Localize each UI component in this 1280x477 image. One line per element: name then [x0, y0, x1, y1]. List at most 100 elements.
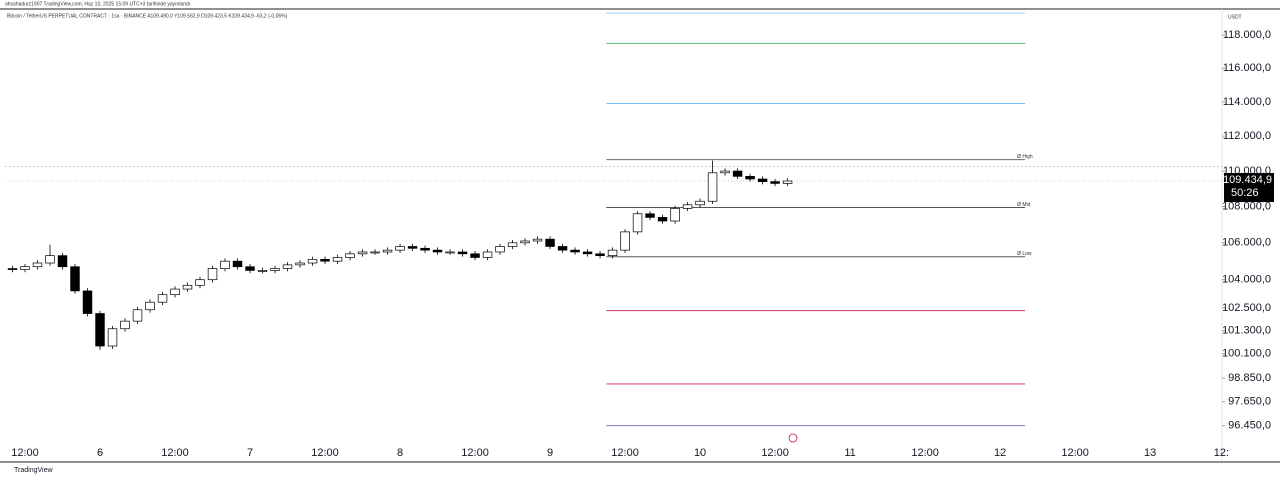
y-tick-label: 106.000,0 [1222, 237, 1271, 249]
candle-body [320, 258, 330, 262]
y-tick-label: 98.850,0 [1228, 372, 1271, 384]
last-price-label: 109.434,9 [1223, 174, 1272, 186]
candle-body [720, 170, 730, 174]
y-tick-label: 118.000,0 [1223, 29, 1271, 41]
candle-body [120, 320, 130, 330]
candle-body [457, 251, 468, 255]
level-label: Ø Mid [1017, 202, 1031, 208]
candle-body [532, 238, 543, 242]
candle-body [345, 253, 355, 258]
candle-body [620, 231, 630, 251]
last-price-box [1224, 173, 1274, 203]
candle-body [420, 247, 430, 251]
candle-body [257, 270, 268, 272]
candle-body [245, 266, 255, 271]
candle-body [95, 313, 105, 347]
x-tick-label: 12:00 [761, 447, 789, 459]
event-icon [788, 433, 798, 443]
x-tick-label: 12: [1214, 447, 1229, 459]
candle-body [695, 200, 705, 206]
footer-logo: TradingView [14, 467, 53, 474]
candle-body [770, 181, 780, 184]
candle-body [745, 176, 755, 180]
candle-body [595, 253, 605, 257]
candle-body [757, 178, 768, 183]
candle-body [132, 309, 143, 322]
y-tick-label: 116.000,0 [1223, 62, 1271, 74]
candle-body [732, 170, 743, 177]
y-tick-label: 104.000,0 [1222, 274, 1271, 286]
candle-body [682, 204, 693, 209]
candle-body [57, 255, 68, 268]
y-tick-label: 114.000,0 [1223, 96, 1271, 108]
x-tick-label: 12:00 [311, 447, 339, 459]
candle-body [670, 208, 680, 222]
candle-body [382, 249, 393, 253]
candle-body [470, 253, 480, 258]
candle-body [520, 240, 530, 244]
x-tick-label: 12:00 [911, 447, 939, 459]
level-label: Ø High [1017, 154, 1033, 160]
published-note: ahsahadurz1907 TradingView.com, Haz 10, … [5, 1, 190, 7]
candle-body [207, 268, 218, 281]
candle-body [270, 268, 280, 271]
candle-body [282, 264, 293, 269]
candle-body [32, 262, 43, 268]
x-tick-label: 10 [694, 447, 706, 459]
y-tick-label: 96.450,0 [1228, 420, 1271, 432]
candle-body [145, 301, 155, 311]
candle-body [182, 284, 193, 290]
y-tick-label: 101.300,0 [1222, 325, 1271, 337]
symbol-legend: Bitcoin / TetherUS PERPETUAL CONTRACT · … [7, 13, 288, 19]
candle-body [357, 251, 368, 255]
x-tick-label: 12:00 [161, 447, 189, 459]
candle-body [482, 251, 493, 258]
y-tick-label: 102.500,0 [1222, 302, 1271, 314]
x-tick-label: 12:00 [611, 447, 639, 459]
candle-body [645, 213, 655, 218]
candle-body [232, 260, 243, 268]
candle-body [157, 294, 168, 303]
countdown: 50:26 [1231, 187, 1259, 199]
candle-body [707, 172, 718, 202]
x-tick-label: 12:00 [1061, 447, 1089, 459]
candle-body [607, 249, 618, 257]
candle-body [170, 288, 180, 296]
y-tick-label: 97.650,0 [1228, 396, 1271, 408]
level-label: Ø Low [1017, 251, 1032, 257]
x-tick-label: 7 [247, 447, 253, 459]
candle-body [7, 268, 18, 270]
candle-body [307, 258, 318, 264]
candle-body [557, 246, 568, 251]
y-tick-label: 112.000,0 [1223, 130, 1271, 142]
candle-body [45, 255, 55, 264]
x-tick-label: 12 [994, 447, 1006, 459]
candle-body [220, 260, 230, 269]
candle-body [20, 266, 30, 270]
x-tick-label: 11 [844, 447, 855, 459]
candle-body [395, 246, 405, 251]
candle-body [782, 180, 793, 184]
candle-body [107, 328, 118, 347]
candle-body [632, 213, 643, 233]
candle-body [370, 251, 380, 254]
candle-body [195, 279, 205, 286]
candle-body [545, 238, 555, 247]
x-tick-label: 12:00 [461, 447, 489, 459]
candle-body [657, 217, 668, 222]
candle-body [82, 290, 93, 314]
candle-body [70, 266, 80, 292]
x-tick-label: 6 [97, 447, 103, 459]
candle-body [495, 246, 505, 253]
candle-body [332, 257, 343, 262]
x-tick-label: 9 [547, 447, 553, 459]
y-tick-label: 100.100,0 [1222, 348, 1271, 360]
candle-body [582, 251, 593, 255]
candle-body [295, 262, 305, 266]
candle-body [570, 249, 580, 253]
candle-body [432, 249, 443, 253]
x-tick-label: 12:00 [11, 447, 39, 459]
x-tick-label: 8 [397, 447, 403, 459]
